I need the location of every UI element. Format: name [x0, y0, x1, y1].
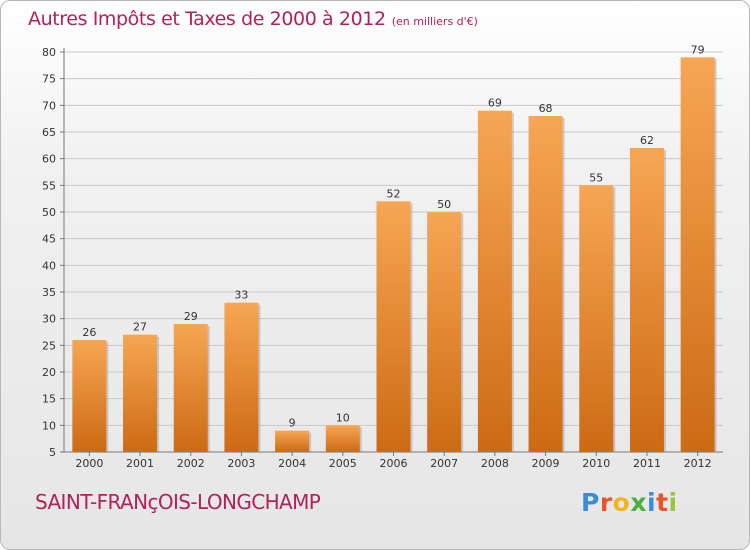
y-tick-label: 75 — [42, 73, 56, 86]
data-label: 26 — [82, 326, 96, 339]
y-tick-label: 20 — [42, 366, 56, 379]
data-label: 50 — [437, 198, 451, 211]
y-tick-label: 65 — [42, 126, 56, 139]
y-tick-label: 25 — [42, 339, 56, 352]
logo-letter: o — [612, 488, 631, 517]
bar — [376, 201, 411, 452]
x-tick-label: 2004 — [278, 457, 306, 470]
y-tick-label: 70 — [42, 99, 56, 112]
logo-letter: x — [630, 488, 647, 517]
data-label: 69 — [488, 97, 502, 110]
x-tick-label: 2008 — [481, 457, 509, 470]
logo-letter: i — [647, 488, 657, 517]
y-tick-label: 10 — [42, 419, 56, 432]
chart-unit-label: (en milliers d'€) — [391, 15, 478, 28]
data-label: 79 — [691, 43, 705, 56]
logo-letter: P — [581, 488, 600, 517]
y-tick-label: 55 — [42, 179, 56, 192]
data-label: 68 — [539, 102, 553, 115]
data-label: 9 — [289, 417, 296, 430]
bar — [275, 430, 310, 452]
x-tick-label: 2012 — [684, 457, 712, 470]
y-tick-label: 80 — [42, 46, 56, 59]
bar — [477, 110, 512, 453]
y-tick-label: 15 — [42, 393, 56, 406]
data-label: 55 — [589, 171, 603, 184]
x-tick-label: 2009 — [532, 457, 560, 470]
proxiti-logo: Proxiti — [581, 488, 678, 517]
x-tick-label: 2001 — [126, 457, 154, 470]
x-tick-label: 2002 — [177, 457, 205, 470]
bar — [427, 212, 462, 452]
bar — [680, 57, 715, 452]
bar — [173, 324, 208, 452]
bar — [224, 302, 259, 452]
bar — [123, 334, 158, 452]
bar — [579, 185, 614, 453]
x-tick-label: 2010 — [582, 457, 610, 470]
data-label: 33 — [234, 289, 248, 302]
chart-title-text: Autres Impôts et Taxes de 2000 à 2012 — [28, 8, 386, 30]
town-name: SAINT-FRANçOIS-LONGCHAMP — [35, 490, 321, 514]
bar — [325, 425, 360, 452]
data-label: 29 — [184, 310, 198, 323]
logo-letter: t — [656, 488, 669, 517]
data-label: 10 — [336, 411, 350, 424]
x-tick-label: 2005 — [329, 457, 357, 470]
x-tick-label: 2003 — [227, 457, 255, 470]
data-label: 62 — [640, 134, 654, 147]
bar — [629, 148, 664, 452]
y-tick-label: 30 — [42, 313, 56, 326]
y-tick-label: 5 — [49, 446, 56, 459]
x-tick-label: 2007 — [430, 457, 458, 470]
y-tick-label: 35 — [42, 286, 56, 299]
y-tick-label: 40 — [42, 259, 56, 272]
data-label: 52 — [387, 187, 401, 200]
logo-letter: i — [668, 488, 678, 517]
x-tick-label: 2011 — [633, 457, 661, 470]
chart-title: Autres Impôts et Taxes de 2000 à 2012 (en… — [28, 8, 478, 30]
logo-letter: r — [599, 488, 613, 517]
bar — [528, 116, 563, 452]
bar — [72, 340, 107, 452]
y-tick-label: 60 — [42, 153, 56, 166]
y-tick-label: 45 — [42, 233, 56, 246]
x-tick-label: 2000 — [75, 457, 103, 470]
data-label: 27 — [133, 321, 147, 334]
x-tick-label: 2006 — [380, 457, 408, 470]
y-tick-label: 50 — [42, 206, 56, 219]
